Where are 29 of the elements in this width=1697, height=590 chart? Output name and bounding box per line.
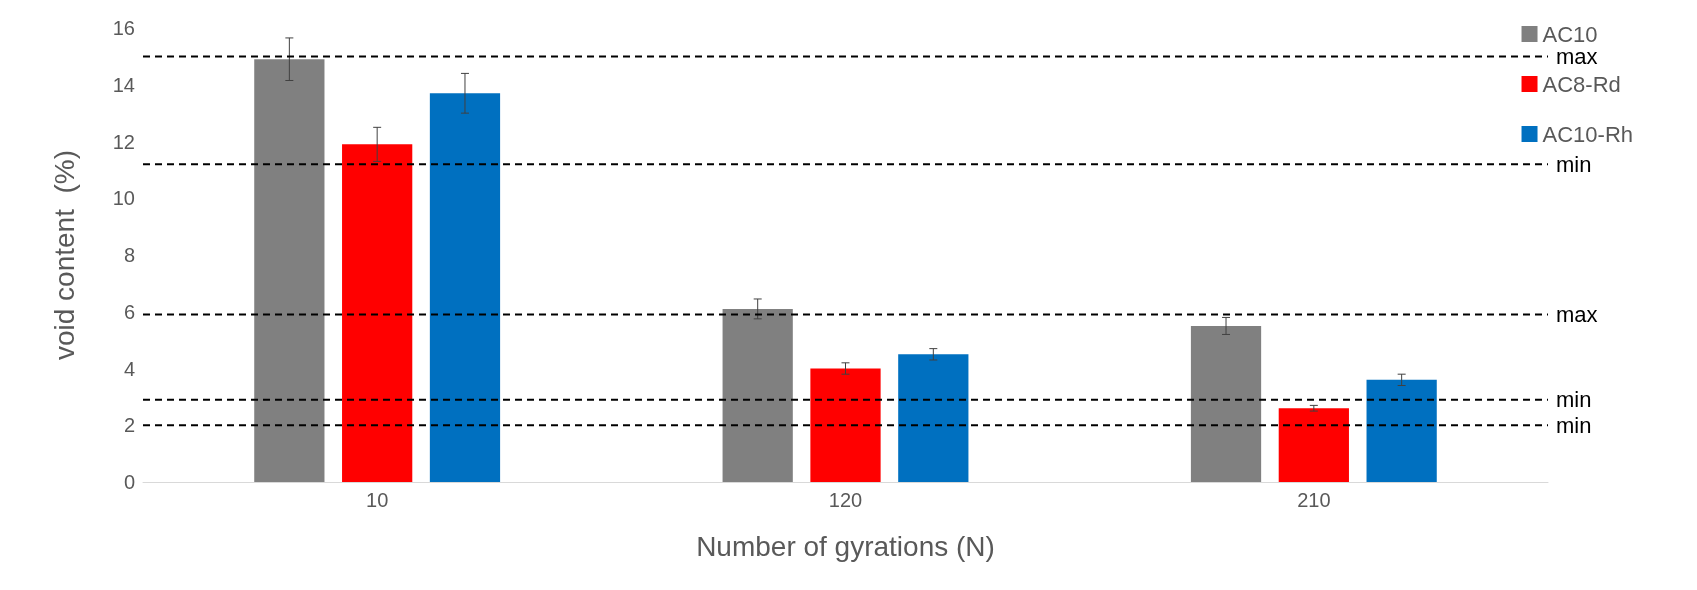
bar <box>722 308 793 482</box>
y-tick-label: 4 <box>123 357 135 380</box>
x-tick-label: 210 <box>1297 489 1331 511</box>
ref-line-label: min <box>1556 412 1592 438</box>
ref-line-label: max <box>1556 302 1598 328</box>
bar <box>1366 379 1437 482</box>
y-tick-label: 6 <box>123 300 135 323</box>
x-tick-label: 10 <box>366 489 389 511</box>
y-tick-label: 10 <box>112 187 135 210</box>
x-axis-title: Number of gyrations (N) <box>696 530 995 562</box>
y-tick-label: 2 <box>123 414 135 437</box>
bar <box>810 368 881 482</box>
y-tick-label: 12 <box>112 130 135 153</box>
y-tick-label: 14 <box>112 73 135 96</box>
y-tick-label: 8 <box>123 244 135 266</box>
bar <box>429 93 501 482</box>
ref-line-label: min <box>1556 151 1592 177</box>
bar <box>254 59 325 482</box>
y-axis-title: void content (%) <box>48 149 80 361</box>
x-tick-label: 120 <box>828 489 863 511</box>
bar <box>1190 325 1262 482</box>
y-tick-label: 16 <box>112 17 135 39</box>
bar <box>1278 408 1349 482</box>
ref-line-label: min <box>1556 387 1592 413</box>
legend-label: AC8-Rd <box>1542 71 1621 97</box>
bar <box>342 144 413 482</box>
legend-label: AC10-Rh <box>1542 121 1633 147</box>
bar <box>898 354 969 482</box>
y-tick-label: 0 <box>123 471 135 493</box>
